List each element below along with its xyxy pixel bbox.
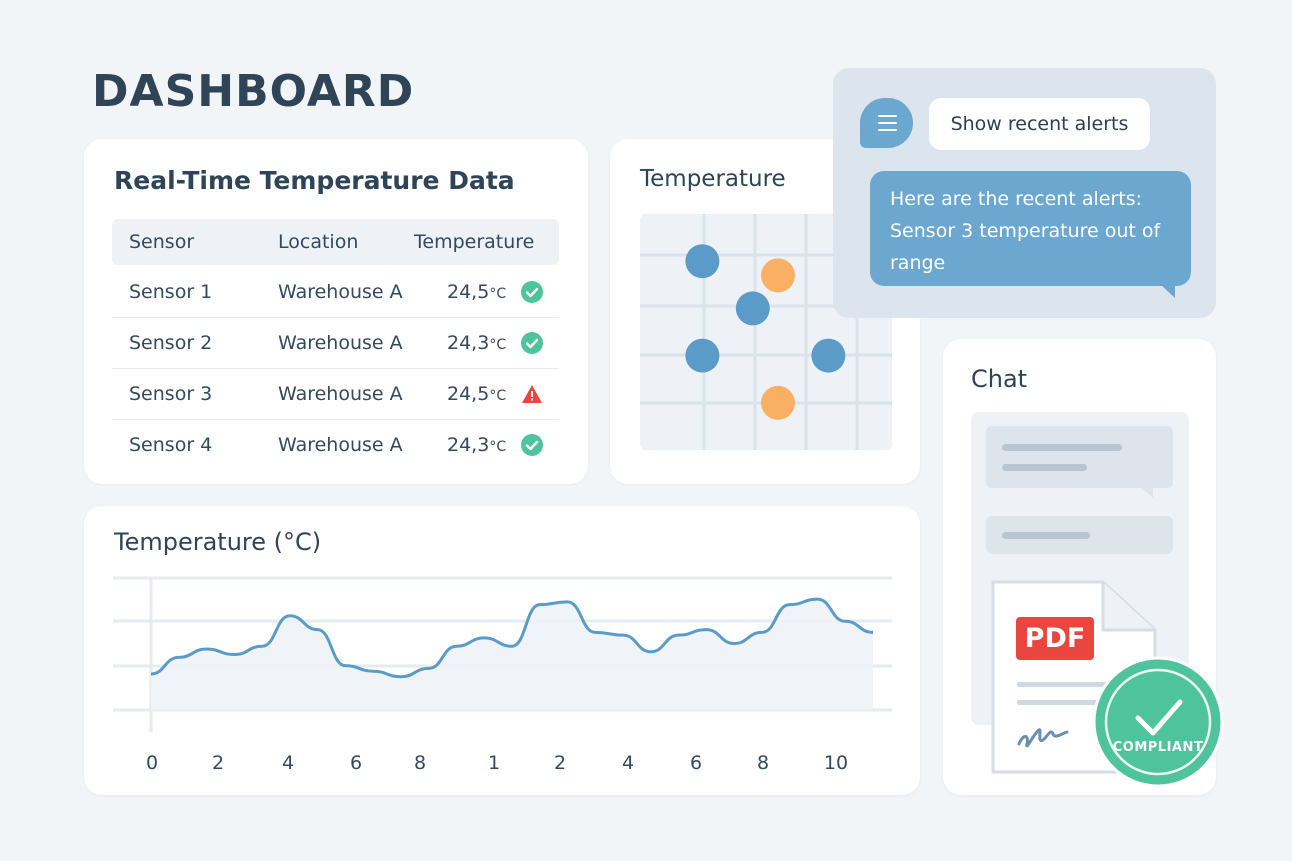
scatter-point[interactable] (811, 338, 846, 373)
menu-icon[interactable] (860, 98, 913, 148)
scatter-title: Temperature (640, 166, 786, 192)
x-tick-label: 8 (414, 752, 426, 774)
x-tick-label: 4 (282, 752, 294, 774)
check-circle-icon (521, 281, 543, 303)
column-header-sensor: Sensor (129, 231, 195, 253)
assistant-reply: Here are the recent alerts: Sensor 3 tem… (870, 171, 1191, 298)
chat-bubble-tail (1141, 487, 1153, 498)
location-cell: Warehouse A (278, 383, 403, 405)
line-chart-card: 0 2 4 6 8 1 2 4 6 8 10 Temperature (°C) (84, 506, 920, 795)
reply-line-1: Here are the recent alerts: (890, 188, 1143, 210)
chat-text-placeholder (1002, 532, 1090, 539)
table-title: Real-Time Temperature Data (114, 166, 515, 195)
location-cell: Warehouse A (278, 332, 403, 354)
scatter-point[interactable] (685, 244, 720, 279)
table-header: Sensor Location Temperature (112, 219, 559, 265)
sensor-cell: Sensor 3 (129, 383, 213, 405)
sensor-cell: Sensor 4 (129, 434, 213, 456)
x-tick-label: 2 (212, 752, 224, 774)
temperature-cell: 24,5°C (447, 383, 507, 405)
chat-text-placeholder (1002, 464, 1087, 471)
x-tick-label: 6 (690, 752, 702, 774)
compliant-label: COMPLIANT (1112, 740, 1204, 755)
chat-text-placeholder (1002, 444, 1122, 451)
table-row[interactable]: Sensor 3 Warehouse A 24,5°C (112, 369, 559, 420)
pdf-label: PDF (1016, 617, 1094, 660)
warning-triangle-icon (522, 385, 542, 403)
sensor-cell: Sensor 2 (129, 332, 213, 354)
temperature-series-line[interactable] (150, 597, 874, 679)
table-row[interactable]: Sensor 1 Warehouse A 24,5°C (112, 267, 559, 318)
line-area (151, 599, 873, 710)
x-tick-label: 10 (824, 752, 848, 774)
table-row[interactable]: Sensor 2 Warehouse A 24,3°C (112, 318, 559, 369)
chat-title: Chat (971, 365, 1028, 393)
line-chart: 0 2 4 6 8 1 2 4 6 8 10 (113, 576, 892, 774)
chat-message (986, 516, 1173, 554)
x-tick-label: 1 (488, 752, 500, 774)
location-cell: Warehouse A (278, 434, 403, 456)
location-cell: Warehouse A (278, 281, 403, 303)
table-row[interactable]: Sensor 4 Warehouse A 24,3°C (112, 420, 559, 471)
scatter-point[interactable] (761, 258, 795, 293)
scatter-point[interactable] (761, 385, 795, 420)
compliant-badge-icon (1092, 656, 1224, 788)
temperature-cell: 24,5°C (447, 281, 507, 303)
scatter-point[interactable] (685, 338, 720, 373)
check-circle-icon (521, 434, 543, 456)
temperature-cell: 24,3°C (447, 332, 507, 354)
column-header-temperature: Temperature (414, 231, 535, 253)
x-tick-label: 6 (350, 752, 362, 774)
user-message: Show recent alerts (929, 98, 1150, 150)
temperature-cell: 24,3°C (447, 434, 507, 456)
temperature-table-card: Real-Time Temperature Data Sensor Locati… (84, 139, 588, 484)
scatter-chart (640, 214, 892, 450)
assistant-chat-panel: Show recent alerts Here are the recent a… (833, 68, 1216, 318)
sensor-cell: Sensor 1 (129, 281, 213, 303)
x-tick-label: 8 (757, 752, 769, 774)
x-tick-label: 4 (622, 752, 634, 774)
x-tick-label: 2 (554, 752, 566, 774)
column-header-location: Location (278, 231, 359, 253)
chat-message (986, 426, 1173, 498)
x-tick-label: 0 (146, 752, 158, 774)
check-circle-icon (521, 332, 543, 354)
reply-bubble-tail (1161, 285, 1175, 298)
reply-line-2: Sensor 3 temperature out of range (890, 220, 1161, 274)
scatter-point[interactable] (735, 291, 770, 326)
page-title: DASHBOARD (92, 66, 415, 117)
line-chart-title: Temperature (°C) (114, 528, 322, 556)
